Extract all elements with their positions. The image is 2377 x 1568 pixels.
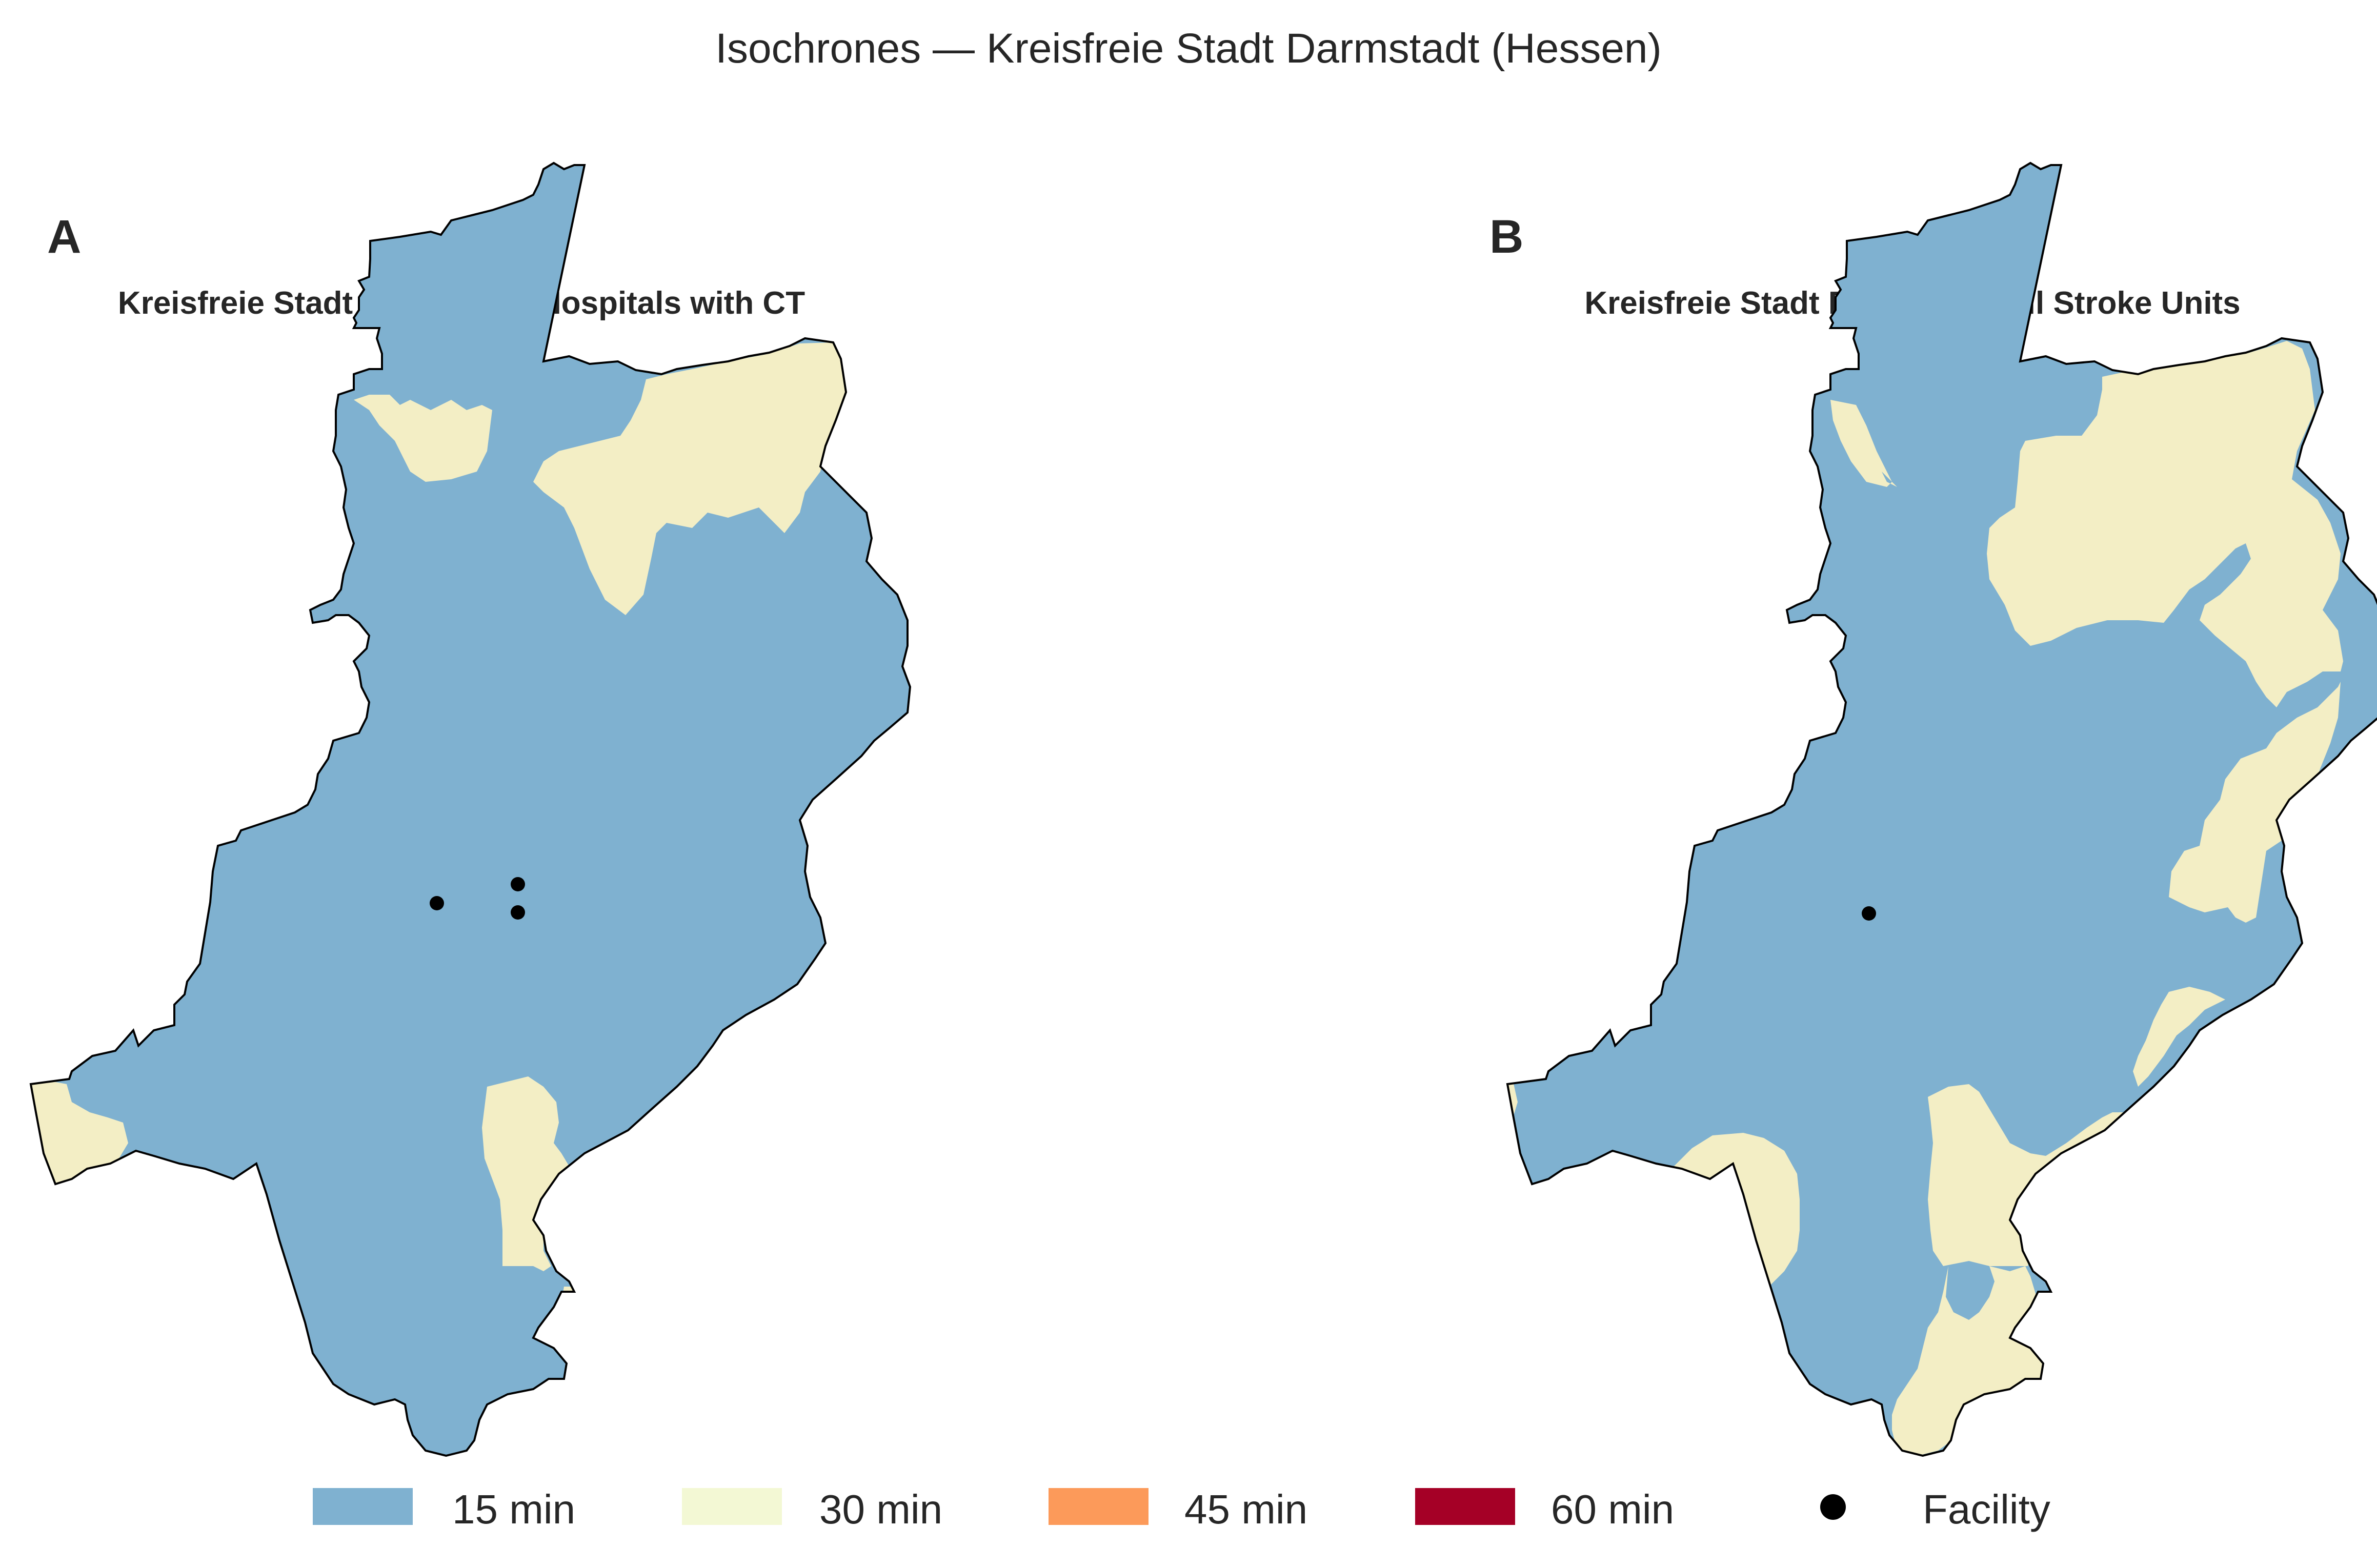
legend: 15 min 30 min 45 min 60 min Facility <box>0 1479 2377 1535</box>
legend-label-30min: 30 min <box>819 1486 943 1532</box>
zone-30min-b-southwest <box>1671 1133 1800 1294</box>
legend-swatch-15min <box>313 1488 413 1525</box>
zone-30min-b-north <box>1987 341 2343 707</box>
zone-30min-b-southeast <box>2133 987 2225 1087</box>
zone-30min-a-southwest <box>31 1076 128 1189</box>
map-panel-a <box>30 162 911 1457</box>
legend-label-facility: Facility <box>1923 1486 2050 1532</box>
legend-swatch-60min <box>1415 1488 1515 1525</box>
facility-a-2 <box>430 896 444 910</box>
panel-a-letter: A <box>47 211 82 263</box>
zone-30min-b-east <box>2169 682 2341 923</box>
figure-title: Isochrones — Kreisfreie Stadt Darmstadt … <box>715 25 1662 72</box>
zone-30min-b-south-tip <box>1892 1266 2056 1456</box>
legend-swatch-30min <box>682 1488 782 1525</box>
zone-30min-b-northwest <box>1830 400 1897 487</box>
zone-30min-a-northwest <box>354 395 492 482</box>
map-panel-b <box>1506 162 2377 1457</box>
facility-a-3 <box>511 905 525 920</box>
legend-label-60min: 60 min <box>1551 1486 1675 1532</box>
zone-15min-b-south-lobe <box>1946 1262 1995 1320</box>
zone-30min-a-north <box>533 342 846 615</box>
facility-b-1 <box>1862 906 1876 921</box>
legend-facility-marker <box>1820 1494 1846 1520</box>
facility-a-1 <box>511 877 525 891</box>
legend-label-45min: 45 min <box>1184 1486 1308 1532</box>
zone-30min-a-south-tip <box>561 1287 590 1312</box>
legend-swatch-45min <box>1049 1488 1149 1525</box>
legend-label-15min: 15 min <box>452 1486 576 1532</box>
zone-30min-b-south <box>1928 1084 2133 1266</box>
panel-b-letter: B <box>1489 211 1524 263</box>
zone-30min-a-south <box>482 1076 585 1271</box>
